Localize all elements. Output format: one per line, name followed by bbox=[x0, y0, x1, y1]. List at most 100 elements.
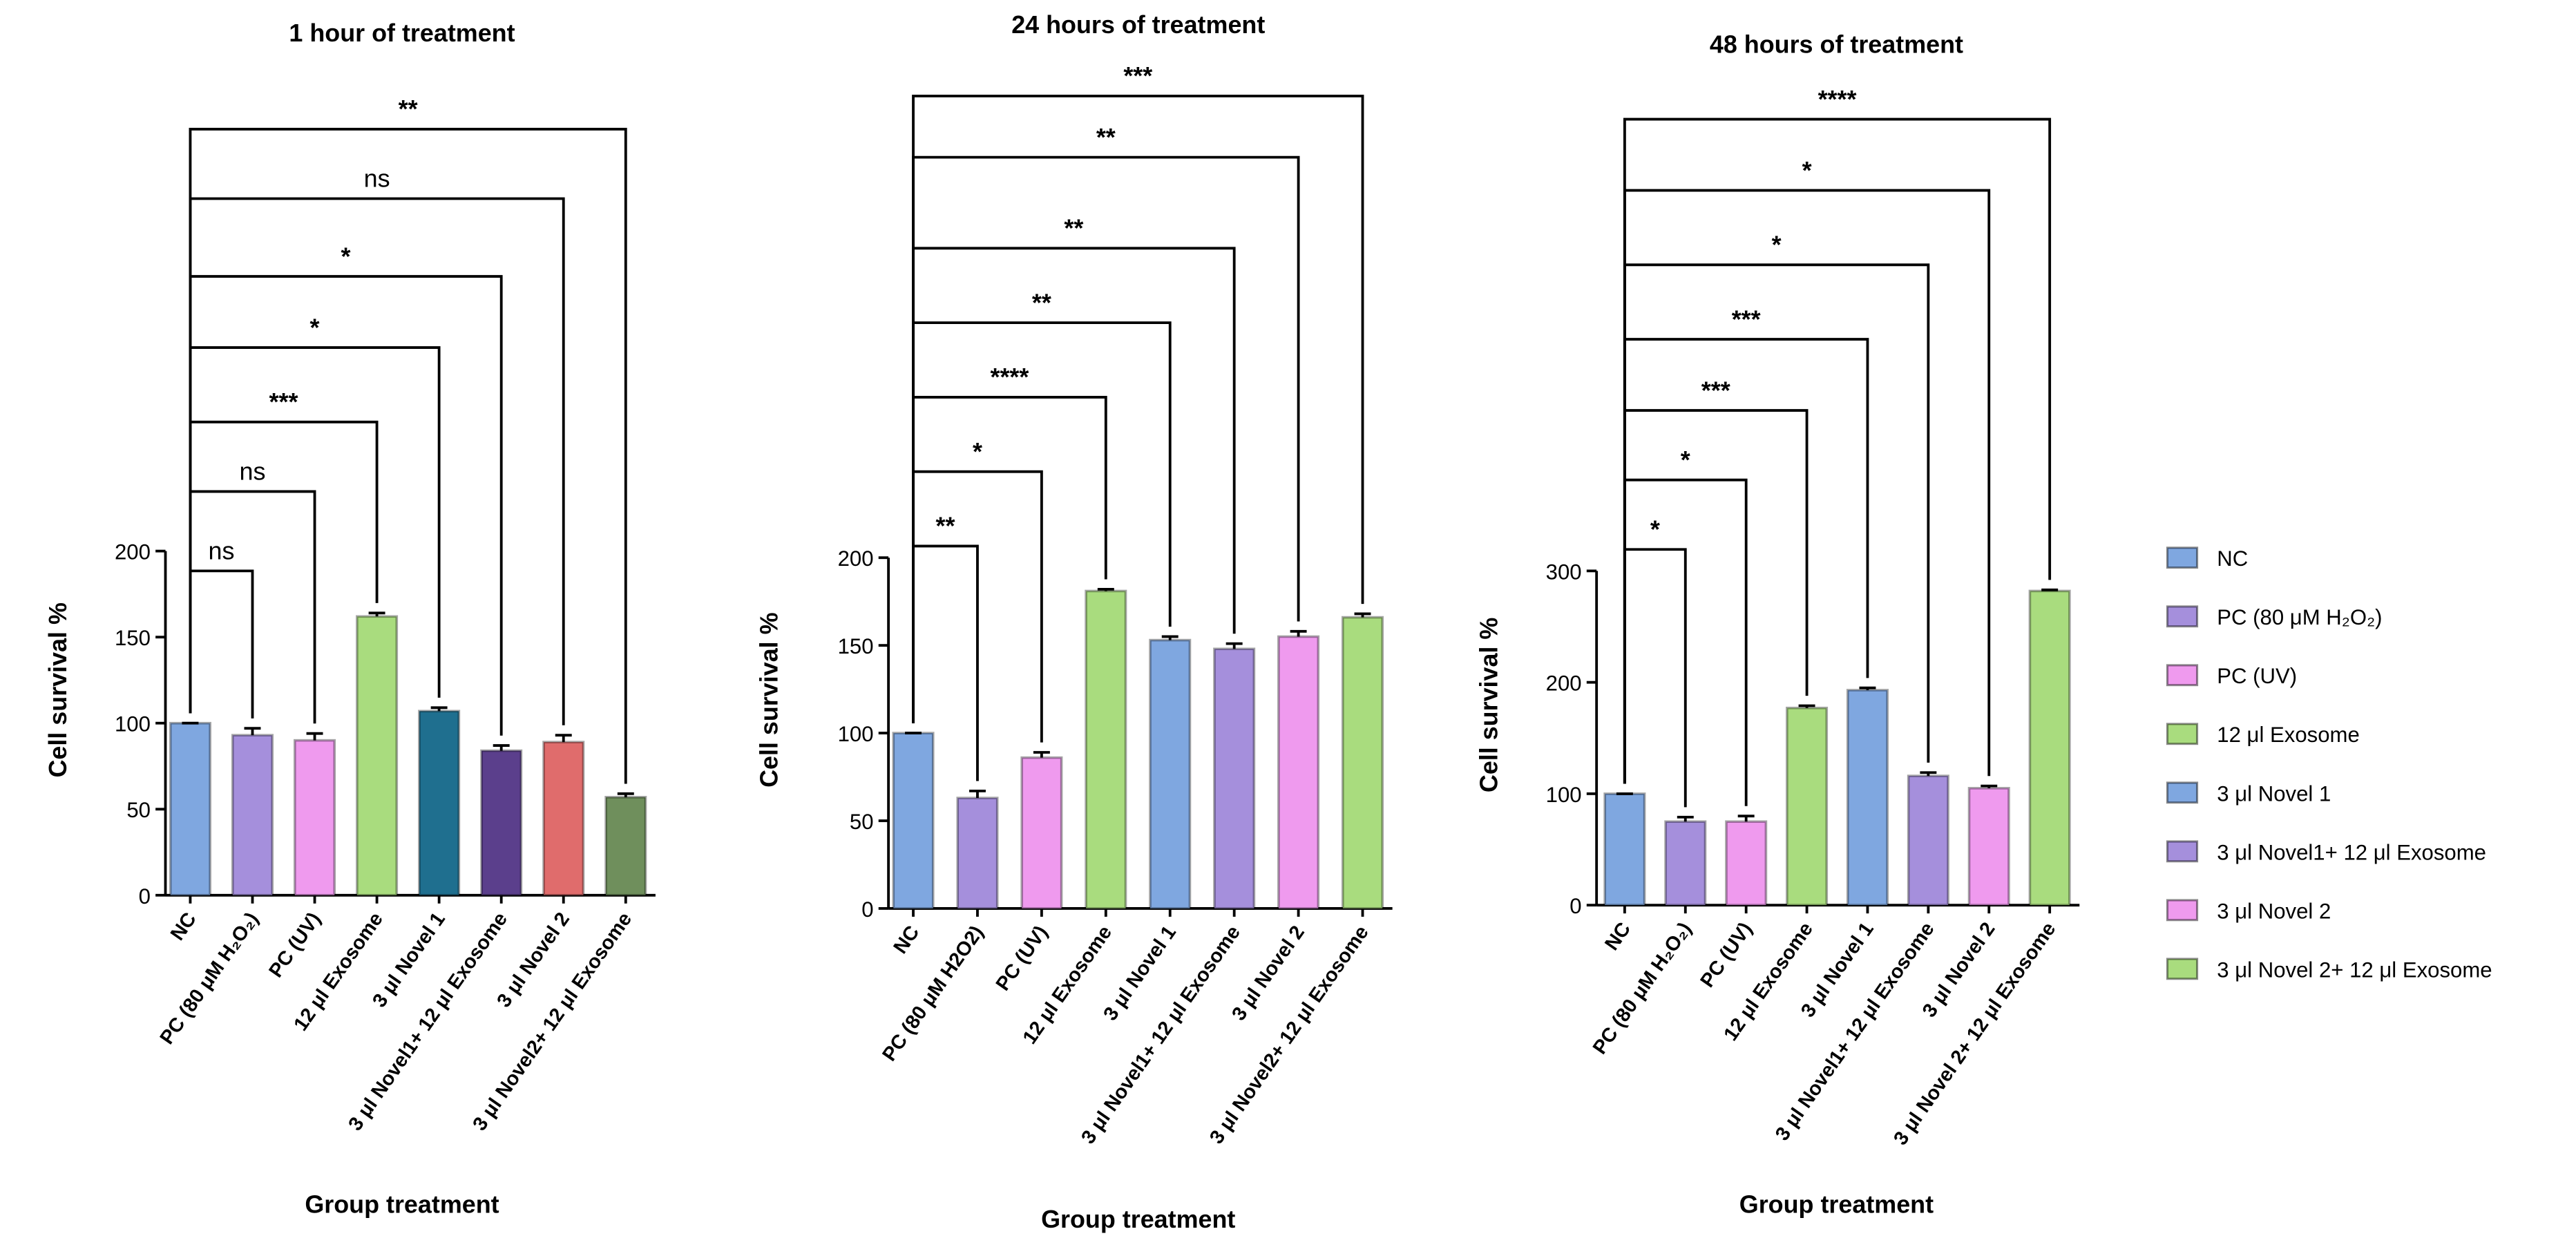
error-bar bbox=[1798, 704, 1815, 708]
legend-swatch bbox=[2166, 664, 2199, 687]
bar bbox=[1603, 792, 1646, 906]
bar bbox=[480, 749, 523, 897]
error-bar bbox=[555, 734, 572, 743]
y-tick-label: 200 bbox=[1546, 672, 1582, 696]
bar bbox=[1846, 689, 1889, 906]
legend-swatch bbox=[2166, 958, 2199, 980]
x-axis-label: Group treatment bbox=[305, 1190, 499, 1219]
significance-label: *** bbox=[1732, 305, 1761, 333]
y-axis-label: Cell survival % bbox=[44, 602, 72, 777]
significance-label: * bbox=[1681, 446, 1690, 474]
chart-title: 48 hours of treatment bbox=[1710, 30, 1963, 59]
error-bar bbox=[244, 727, 261, 736]
error-bar bbox=[1354, 612, 1371, 618]
significance-label: *** bbox=[1123, 61, 1152, 90]
bar bbox=[356, 615, 399, 897]
bar bbox=[169, 721, 211, 897]
significance-label: **** bbox=[1818, 85, 1857, 113]
significance-bracket bbox=[189, 569, 254, 719]
bar bbox=[1341, 616, 1384, 910]
error-bar bbox=[969, 789, 986, 799]
error-bar bbox=[306, 732, 323, 741]
bar bbox=[956, 797, 999, 910]
error-bar bbox=[1161, 635, 1179, 640]
bar bbox=[1277, 635, 1320, 910]
error-bar bbox=[1225, 642, 1243, 649]
error-bar bbox=[1677, 815, 1694, 822]
error-bar bbox=[493, 744, 510, 751]
bar bbox=[892, 732, 935, 910]
significance-bracket bbox=[189, 275, 503, 736]
y-tick-label: 0 bbox=[139, 884, 151, 908]
significance-bracket bbox=[912, 95, 1364, 723]
bar bbox=[1149, 638, 1192, 910]
bar bbox=[418, 710, 461, 897]
significance-label: * bbox=[1772, 231, 1782, 259]
significance-label: **** bbox=[990, 363, 1029, 391]
chart-title: 24 hours of treatment bbox=[1011, 10, 1265, 39]
bar bbox=[231, 734, 274, 897]
significance-label: ** bbox=[1064, 214, 1083, 242]
bar bbox=[293, 739, 336, 897]
significance-label: * bbox=[1802, 156, 1812, 184]
significance-label: * bbox=[341, 242, 351, 270]
error-bar bbox=[368, 611, 385, 617]
legend-label: PC (UV) bbox=[2217, 664, 2297, 688]
legend-swatch bbox=[2166, 781, 2199, 804]
legend-swatch bbox=[2166, 723, 2199, 745]
y-axis-label: Cell survival % bbox=[1474, 618, 1502, 792]
significance-bracket bbox=[1623, 117, 2052, 784]
error-bar bbox=[1033, 751, 1050, 758]
significance-label: ** bbox=[936, 512, 955, 540]
x-tick-label: NC bbox=[889, 922, 924, 958]
legend-swatch bbox=[2166, 899, 2199, 922]
error-bar bbox=[2041, 588, 2059, 591]
x-axis-label: Group treatment bbox=[1739, 1190, 1934, 1219]
y-tick-label: 100 bbox=[115, 712, 151, 736]
chart-title: 1 hour of treatment bbox=[289, 19, 515, 47]
error-bar bbox=[1981, 784, 1998, 788]
significance-label: ns bbox=[208, 537, 234, 565]
y-tick-label: 300 bbox=[1546, 560, 1582, 584]
legend-label: 3 μl Novel 1 bbox=[2217, 781, 2331, 806]
x-tick-label: PC (UV) bbox=[1696, 918, 1757, 991]
error-bar bbox=[1920, 771, 1937, 777]
bar bbox=[2028, 589, 2071, 906]
error-bar bbox=[617, 792, 634, 797]
y-tick-label: 150 bbox=[115, 626, 151, 650]
bar bbox=[1967, 787, 2010, 906]
significance-label: * bbox=[1650, 515, 1660, 543]
bar bbox=[1020, 756, 1063, 910]
bar bbox=[1907, 774, 1949, 906]
y-tick-label: 200 bbox=[115, 540, 151, 564]
y-tick-label: 0 bbox=[1570, 894, 1581, 918]
y-tick-label: 0 bbox=[861, 897, 873, 922]
error-bar bbox=[1737, 815, 1755, 822]
significance-bracket bbox=[1623, 548, 1687, 808]
legend-label: NC bbox=[2217, 546, 2248, 571]
error-bar bbox=[430, 706, 448, 712]
significance-label: ** bbox=[399, 95, 418, 123]
significance-label: * bbox=[310, 313, 320, 341]
significance-bracket bbox=[912, 395, 1107, 723]
y-tick-label: 100 bbox=[1546, 783, 1582, 807]
bar bbox=[542, 741, 585, 897]
significance-label: *** bbox=[269, 388, 298, 416]
legend-swatch bbox=[2166, 605, 2199, 628]
y-tick-label: 150 bbox=[838, 634, 874, 658]
bar bbox=[1664, 820, 1707, 906]
significance-label: ** bbox=[1096, 123, 1116, 151]
x-tick-label: PC (UV) bbox=[992, 922, 1053, 995]
error-bar bbox=[1290, 629, 1307, 637]
significance-label: ns bbox=[364, 164, 390, 193]
significance-bracket bbox=[1623, 409, 1809, 784]
significance-bracket bbox=[189, 127, 627, 784]
bar bbox=[1085, 589, 1127, 910]
legend-label: 3 μl Novel 2+ 12 μl Exosome bbox=[2217, 958, 2492, 982]
legend-label: 12 μl Exosome bbox=[2217, 723, 2360, 747]
legend-swatch bbox=[2166, 840, 2199, 863]
y-axis-label: Cell survival % bbox=[755, 612, 783, 787]
significance-label: *** bbox=[1701, 376, 1730, 404]
significance-label: ** bbox=[1032, 288, 1051, 316]
